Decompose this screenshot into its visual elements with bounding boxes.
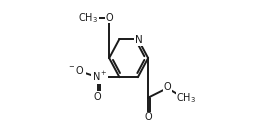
Text: N$^+$: N$^+$ [92,70,108,83]
Text: CH$_3$: CH$_3$ [176,91,196,105]
Text: O: O [106,13,114,23]
Text: O: O [144,112,152,123]
Text: N: N [135,35,142,45]
Text: CH$_3$: CH$_3$ [78,12,98,25]
Text: O: O [164,82,172,92]
Text: O: O [94,92,101,102]
Text: $^-$O: $^-$O [67,64,85,76]
